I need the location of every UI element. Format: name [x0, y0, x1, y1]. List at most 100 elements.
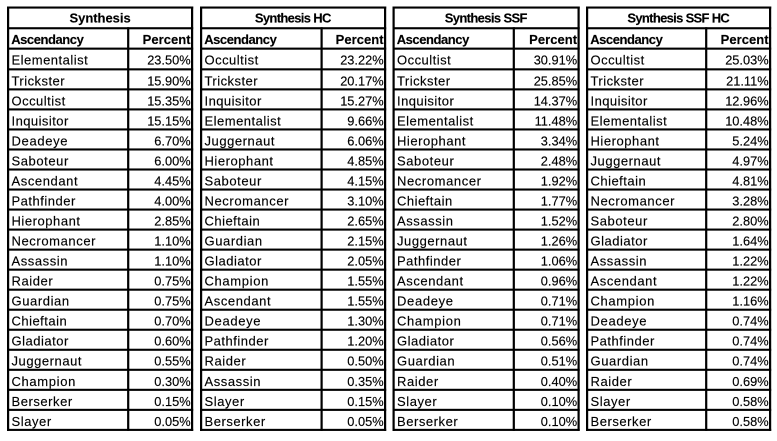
svg-text:Occultist: Occultist	[12, 93, 66, 108]
svg-text:Gladiator: Gladiator	[12, 334, 69, 349]
svg-text:Champion: Champion	[12, 374, 76, 389]
svg-text:Chieftain: Chieftain	[591, 173, 646, 188]
svg-text:4.45%: 4.45%	[154, 173, 190, 188]
svg-text:Ascendant: Ascendant	[591, 274, 657, 289]
svg-text:0.51%: 0.51%	[541, 354, 577, 369]
svg-text:15.15%: 15.15%	[147, 113, 190, 128]
svg-text:1.16%: 1.16%	[732, 294, 768, 309]
svg-text:Champion: Champion	[205, 274, 269, 289]
svg-text:9.66%: 9.66%	[347, 113, 383, 128]
svg-text:Elementalist: Elementalist	[591, 113, 668, 128]
svg-text:30.91%: 30.91%	[534, 53, 577, 68]
svg-text:Guardian: Guardian	[205, 234, 263, 249]
svg-text:Trickster: Trickster	[397, 73, 451, 88]
svg-text:0.15%: 0.15%	[347, 394, 383, 409]
svg-text:2.65%: 2.65%	[347, 214, 383, 229]
svg-text:Necromancer: Necromancer	[591, 193, 676, 208]
svg-text:Raider: Raider	[12, 274, 54, 289]
svg-text:6.00%: 6.00%	[154, 153, 190, 168]
svg-text:Pathfinder: Pathfinder	[205, 334, 269, 349]
svg-text:Deadeye: Deadeye	[12, 133, 68, 148]
svg-text:11.48%: 11.48%	[535, 113, 577, 128]
svg-text:Chieftain: Chieftain	[12, 314, 67, 329]
svg-text:Guardian: Guardian	[591, 354, 649, 369]
svg-text:Elementalist: Elementalist	[397, 113, 474, 128]
svg-text:Hierophant: Hierophant	[591, 133, 660, 148]
svg-text:Percent: Percent	[529, 32, 578, 47]
svg-text:21.11%: 21.11%	[726, 73, 768, 88]
svg-text:Pathfinder: Pathfinder	[12, 193, 76, 208]
svg-text:15.27%: 15.27%	[340, 93, 383, 108]
svg-text:Occultist: Occultist	[591, 53, 645, 68]
svg-text:3.34%: 3.34%	[541, 133, 577, 148]
svg-text:2.85%: 2.85%	[154, 214, 190, 229]
svg-text:Saboteur: Saboteur	[591, 214, 648, 229]
svg-text:2.80%: 2.80%	[732, 214, 768, 229]
svg-text:6.70%: 6.70%	[154, 133, 190, 148]
svg-text:23.50%: 23.50%	[147, 53, 190, 68]
svg-text:Necromancer: Necromancer	[12, 234, 97, 249]
svg-text:Inquisitor: Inquisitor	[12, 113, 69, 128]
svg-text:20.17%: 20.17%	[340, 73, 383, 88]
svg-text:Raider: Raider	[591, 374, 633, 389]
svg-text:Trickster: Trickster	[12, 73, 66, 88]
svg-text:Saboteur: Saboteur	[205, 173, 262, 188]
svg-text:0.10%: 0.10%	[541, 394, 577, 409]
svg-text:15.35%: 15.35%	[147, 93, 190, 108]
svg-text:1.92%: 1.92%	[541, 173, 577, 188]
svg-text:Synthesis SSF HC: Synthesis SSF HC	[627, 11, 730, 26]
svg-text:1.22%: 1.22%	[732, 274, 768, 289]
svg-text:Juggernaut: Juggernaut	[12, 354, 82, 369]
svg-text:Hierophant: Hierophant	[397, 133, 466, 148]
svg-text:Synthesis: Synthesis	[70, 11, 131, 26]
svg-text:Inquisitor: Inquisitor	[397, 93, 454, 108]
svg-text:0.58%: 0.58%	[732, 414, 768, 429]
svg-text:Berserker: Berserker	[12, 394, 73, 409]
svg-text:6.06%: 6.06%	[347, 133, 383, 148]
svg-text:Raider: Raider	[205, 354, 247, 369]
svg-text:4.15%: 4.15%	[347, 173, 383, 188]
svg-text:1.77%: 1.77%	[541, 193, 577, 208]
svg-text:Champion: Champion	[397, 314, 461, 329]
svg-text:0.75%: 0.75%	[154, 294, 190, 309]
svg-text:0.74%: 0.74%	[732, 314, 768, 329]
svg-text:3.28%: 3.28%	[732, 193, 768, 208]
svg-text:Slayer: Slayer	[397, 394, 437, 409]
svg-text:0.71%: 0.71%	[541, 314, 577, 329]
svg-text:Slayer: Slayer	[12, 414, 52, 429]
svg-text:0.30%: 0.30%	[154, 374, 190, 389]
svg-text:Gladiator: Gladiator	[591, 234, 648, 249]
svg-text:Pathfinder: Pathfinder	[591, 334, 655, 349]
svg-text:Pathfinder: Pathfinder	[397, 254, 461, 269]
svg-text:0.74%: 0.74%	[732, 334, 768, 349]
svg-text:Assassin: Assassin	[591, 254, 647, 269]
svg-text:1.10%: 1.10%	[154, 234, 190, 249]
svg-text:Guardian: Guardian	[397, 354, 455, 369]
svg-text:0.71%: 0.71%	[541, 294, 577, 309]
svg-text:0.10%: 0.10%	[541, 414, 577, 429]
svg-text:0.74%: 0.74%	[732, 354, 768, 369]
svg-text:1.26%: 1.26%	[541, 234, 577, 249]
svg-text:1.30%: 1.30%	[347, 314, 383, 329]
svg-text:4.97%: 4.97%	[732, 153, 768, 168]
svg-text:0.40%: 0.40%	[541, 374, 577, 389]
svg-text:Synthesis SSF: Synthesis SSF	[445, 11, 528, 26]
svg-text:0.60%: 0.60%	[154, 334, 190, 349]
svg-text:Juggernaut: Juggernaut	[205, 133, 275, 148]
svg-text:0.55%: 0.55%	[154, 354, 190, 369]
svg-text:Berserker: Berserker	[205, 414, 266, 429]
svg-text:0.58%: 0.58%	[732, 394, 768, 409]
svg-text:1.10%: 1.10%	[154, 254, 190, 269]
svg-text:Hierophant: Hierophant	[12, 214, 81, 229]
svg-text:Trickster: Trickster	[205, 73, 259, 88]
svg-text:Ascendant: Ascendant	[397, 274, 463, 289]
svg-text:0.70%: 0.70%	[154, 314, 190, 329]
svg-text:Percent: Percent	[143, 32, 192, 47]
svg-text:3.10%: 3.10%	[347, 193, 383, 208]
svg-text:0.96%: 0.96%	[541, 274, 577, 289]
svg-text:0.35%: 0.35%	[347, 374, 383, 389]
svg-text:Chieftain: Chieftain	[397, 193, 452, 208]
svg-text:Deadeye: Deadeye	[591, 314, 647, 329]
svg-text:1.06%: 1.06%	[541, 254, 577, 269]
svg-text:Percent: Percent	[336, 32, 385, 47]
